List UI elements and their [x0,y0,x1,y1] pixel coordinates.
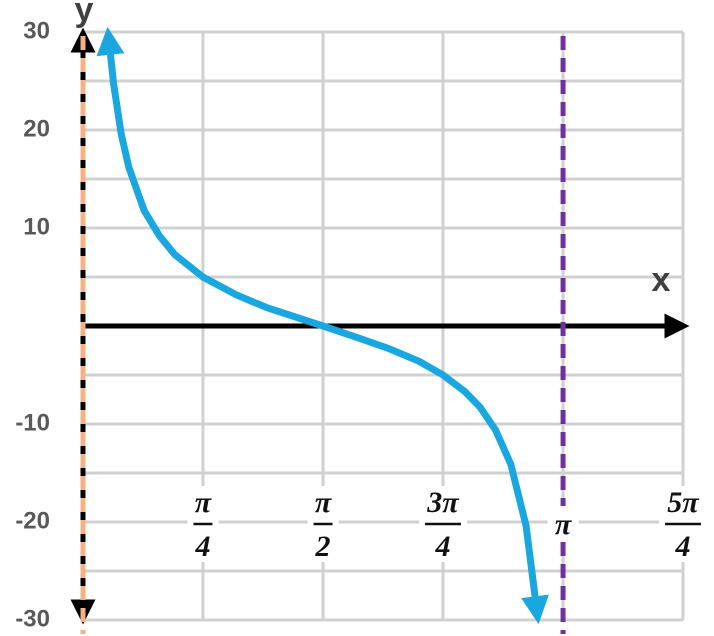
x-tick-label: π [555,508,572,541]
x-tick-label: π/4 [194,486,211,563]
y-tick-label: 10 [23,213,50,240]
y-tick-label: 30 [23,17,50,44]
x-tick-label: π/2 [315,486,332,563]
y-tick-label: -20 [15,507,50,534]
curve [96,26,549,625]
y-tick-label: 20 [23,115,50,142]
y-tick-label: -30 [15,605,50,632]
marks [70,26,690,634]
x-tick-label: 5π/4 [667,486,699,563]
y-tick-label: -10 [15,409,50,436]
x-axis-label: x [652,261,671,299]
y-axis-label: y [75,0,94,29]
label-bg [547,506,579,542]
x-tick-label: 3π/4 [426,486,459,563]
labels: 30 20 10 -10 -20 -30 π/4 π/2 3π/4 π 5π/4 y x [15,0,707,632]
